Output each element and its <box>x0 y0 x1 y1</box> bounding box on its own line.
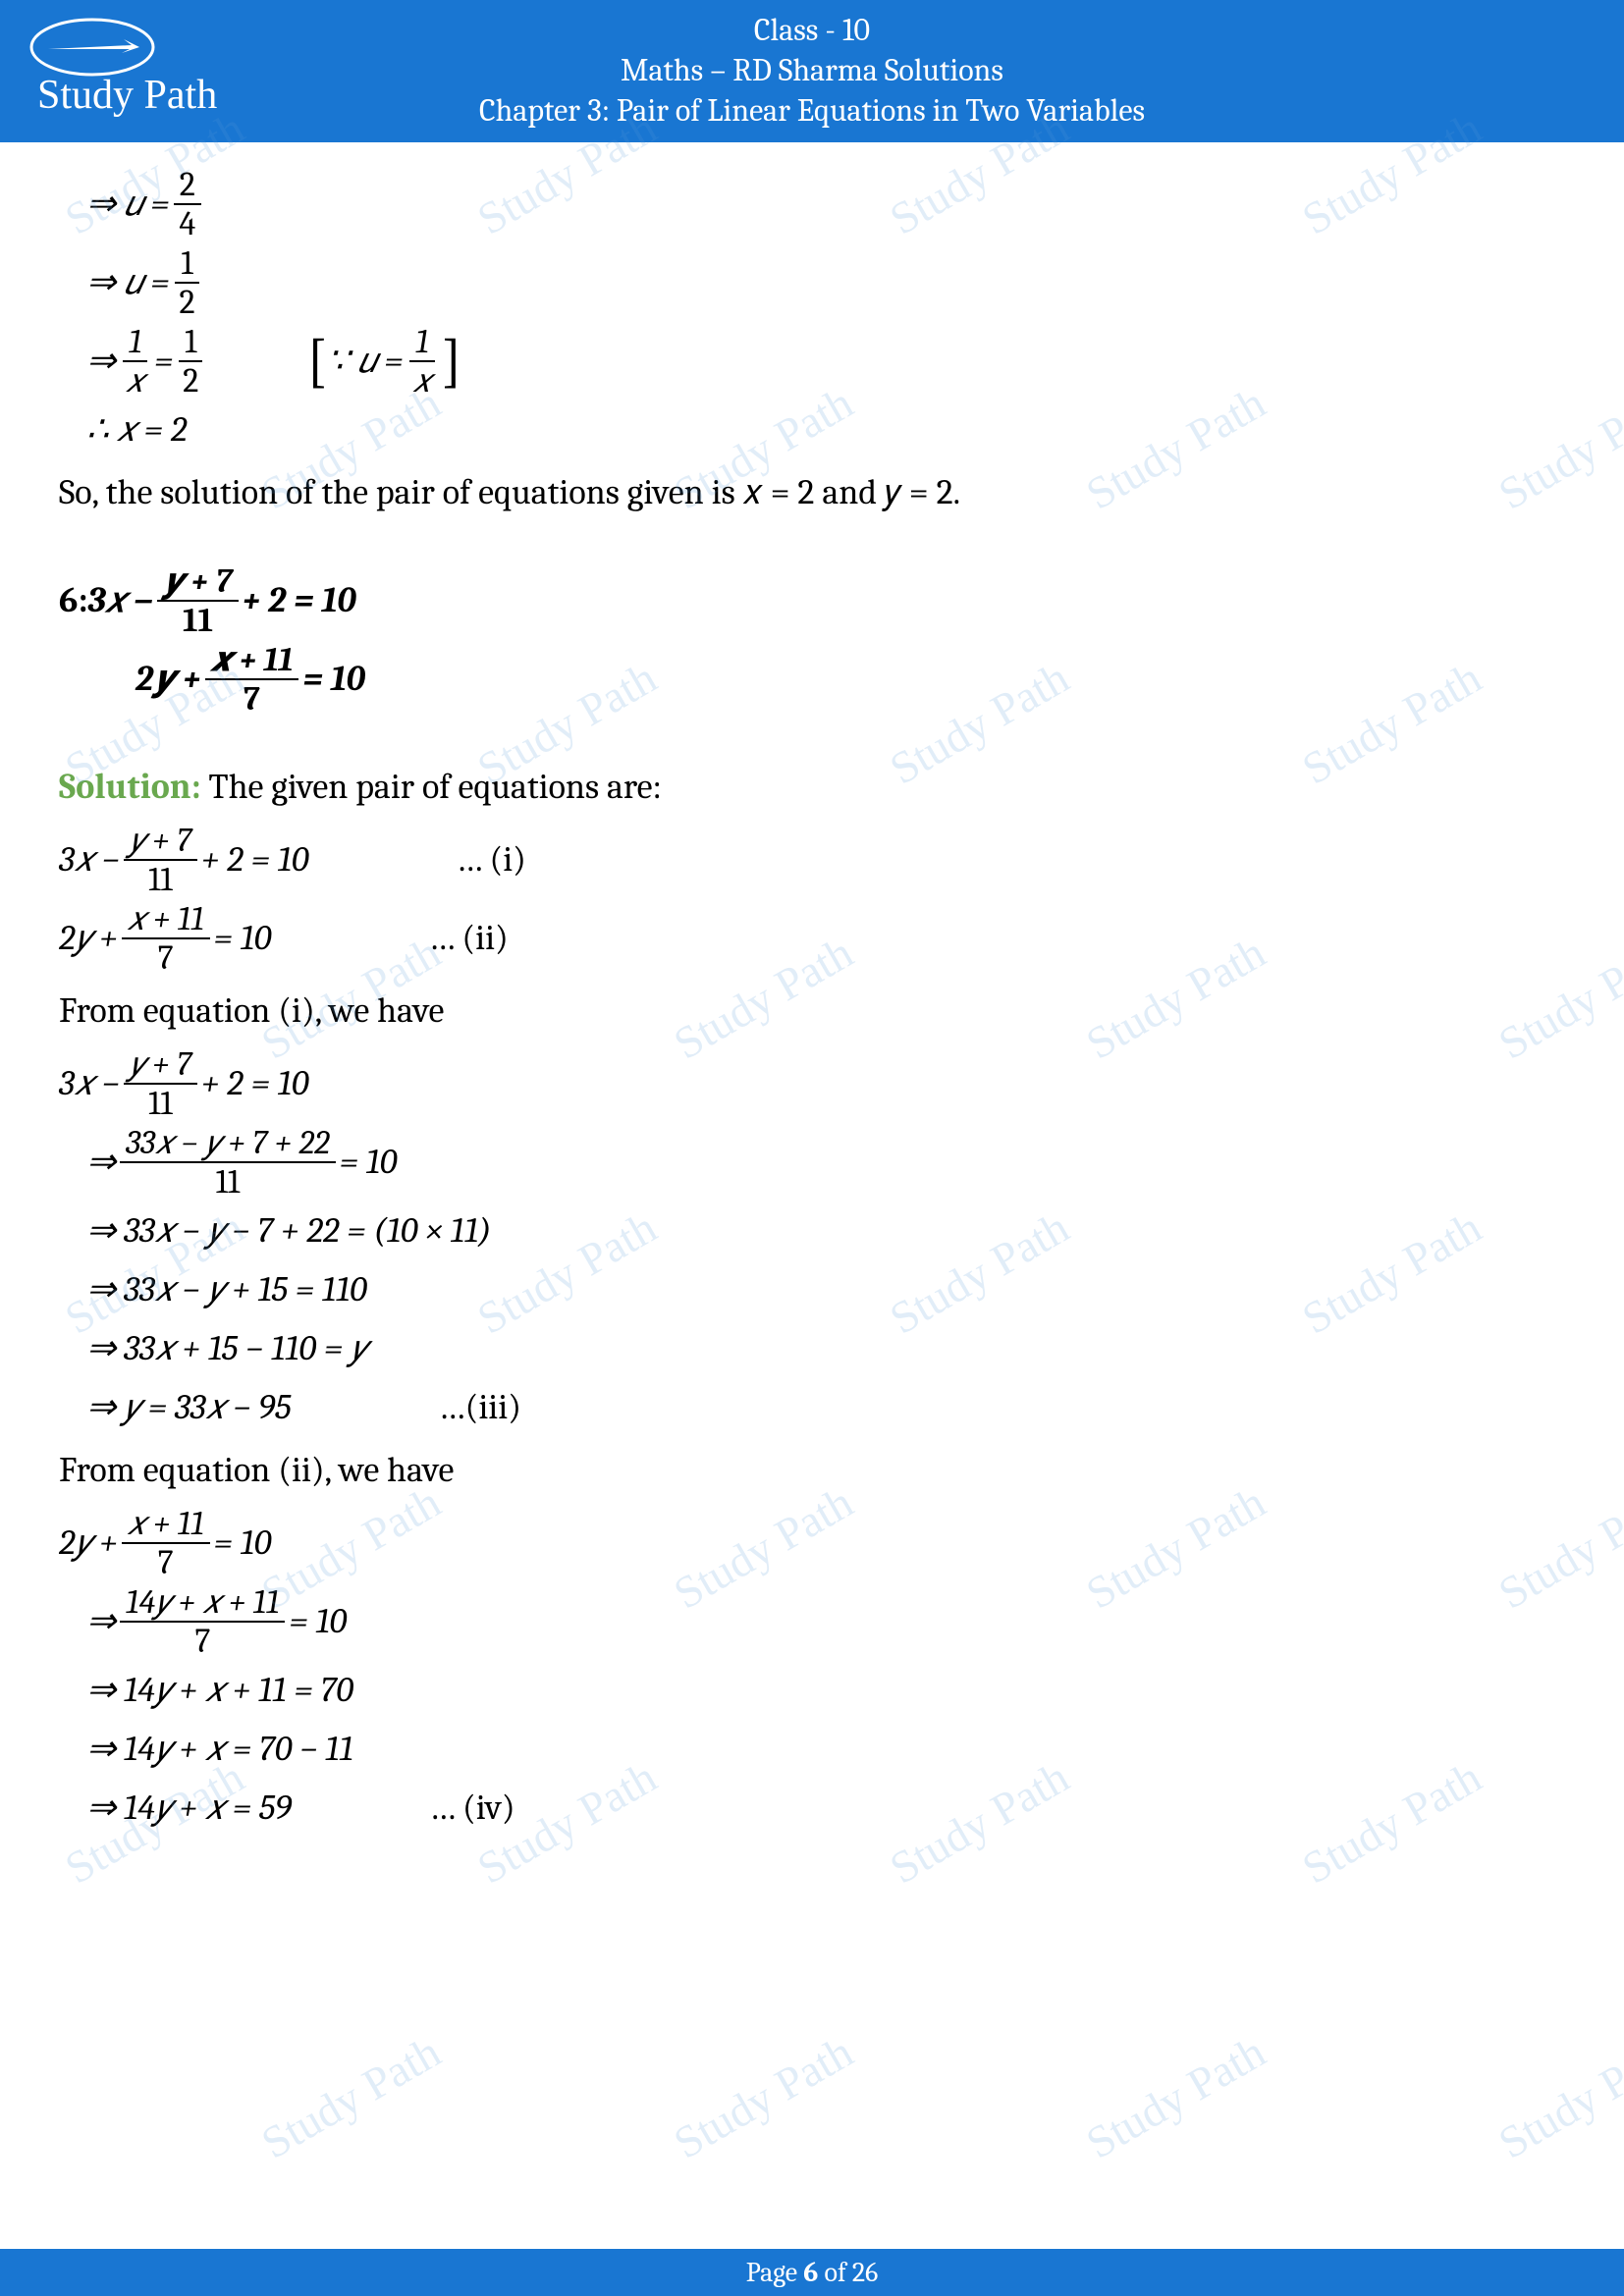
math-step: ⇒ 14𝑦 + 𝑥 = 59 … (iv) <box>59 1782 1565 1835</box>
math-step: ⇒ 14𝑦 + 𝑥 + 117 = 10 <box>59 1585 1565 1658</box>
page-content: ⇒ 𝑢 = 24 ⇒ 𝑢 = 12 ⇒ 1𝑥 = 12 [ ∵ 𝑢 = 1𝑥 ]… <box>0 142 1624 1835</box>
solution-intro: Solution: The given pair of equations ar… <box>59 761 1565 814</box>
solution-label: Solution: <box>59 767 201 807</box>
math-step: 2𝑦 + 𝑥 + 117 = 10 <box>59 1507 1565 1579</box>
equation-ii: 2𝑦 + 𝑥 + 117 = 10 … (ii) <box>59 902 1565 975</box>
page-header: Study Path Class - 10 Maths – RD Sharma … <box>0 0 1624 142</box>
math-step: ⇒ 33𝑥 + 15 − 110 = 𝑦 <box>59 1322 1565 1375</box>
header-chapter: Chapter 3: Pair of Linear Equations in T… <box>0 92 1624 129</box>
watermark-text: Study Path <box>1489 2025 1624 2168</box>
math-step: ⇒ 14𝑦 + 𝑥 = 70 − 11 <box>59 1723 1565 1776</box>
question-6: 6: 3𝑥 − 𝒚 + 711 + 2 = 10 <box>59 564 1565 637</box>
math-step: ⇒ 33𝑥 − 𝑦 + 7 + 2211 = 10 <box>59 1126 1565 1199</box>
math-step: ⇒ 𝑢 = 12 <box>59 246 1565 319</box>
math-step: 3𝑥 − 𝑦 + 711 + 2 = 10 <box>59 1047 1565 1120</box>
math-step: ⇒ 1𝑥 = 12 [ ∵ 𝑢 = 1𝑥 ] <box>59 325 1565 398</box>
page-footer: Page 6 of 26 <box>0 2249 1624 2296</box>
watermark-text: Study Path <box>252 2025 449 2168</box>
watermark-text: Study Path <box>1077 2025 1273 2168</box>
math-step: ⇒ 14𝑦 + 𝑥 + 11 = 70 <box>59 1664 1565 1717</box>
conclusion-text: So, the solution of the pair of equation… <box>59 466 1565 519</box>
header-class: Class - 10 <box>0 12 1624 48</box>
logo-text: Study Path <box>37 73 217 118</box>
math-step: ⇒ 𝑦 = 33𝑥 − 95 …(iii) <box>59 1381 1565 1434</box>
watermark-text: Study Path <box>665 2025 861 2168</box>
math-result: ∴ 𝑥 = 2 <box>59 403 1565 456</box>
from-eq-ii: From equation (ii), we have <box>59 1444 1565 1497</box>
equation-i: 3𝑥 − 𝑦 + 711 + 2 = 10 … (i) <box>59 824 1565 896</box>
math-step: ⇒ 33𝑥 − 𝑦 − 7 + 22 = (10 × 11) <box>59 1204 1565 1257</box>
question-6-line2: 2𝒚 + 𝒙 + 117 = 10 <box>59 643 1565 716</box>
from-eq-i: From equation (i), we have <box>59 985 1565 1038</box>
study-path-logo: Study Path <box>24 10 220 128</box>
math-step: ⇒ 𝑢 = 24 <box>59 168 1565 240</box>
header-subject: Maths – RD Sharma Solutions <box>0 52 1624 88</box>
math-step: ⇒ 33𝑥 − 𝑦 + 15 = 110 <box>59 1263 1565 1316</box>
